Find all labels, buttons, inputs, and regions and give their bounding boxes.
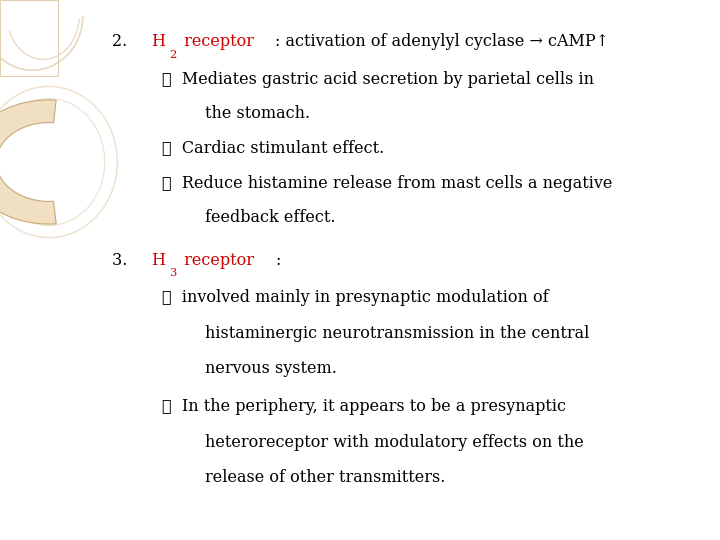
Text: ①  involved mainly in presynaptic modulation of: ① involved mainly in presynaptic modulat… xyxy=(162,289,549,306)
Text: histaminergic neurotransmission in the central: histaminergic neurotransmission in the c… xyxy=(205,325,590,341)
Text: heteroreceptor with modulatory effects on the: heteroreceptor with modulatory effects o… xyxy=(205,434,584,450)
Text: 3: 3 xyxy=(169,268,176,279)
Text: feedback effect.: feedback effect. xyxy=(205,210,336,226)
Text: ③  Reduce histamine release from mast cells a negative: ③ Reduce histamine release from mast cel… xyxy=(162,175,613,192)
Text: receptor: receptor xyxy=(179,33,253,50)
Text: H: H xyxy=(151,33,165,50)
Text: :: : xyxy=(276,252,281,268)
Wedge shape xyxy=(0,100,56,224)
Text: ②  Cardiac stimulant effect.: ② Cardiac stimulant effect. xyxy=(162,139,384,156)
Text: nervous system.: nervous system. xyxy=(205,360,337,376)
Text: 2.: 2. xyxy=(112,33,143,50)
Text: receptor: receptor xyxy=(179,252,253,268)
Text: ①  Mediates gastric acid secretion by parietal cells in: ① Mediates gastric acid secretion by par… xyxy=(162,71,594,87)
Text: ②  In the periphery, it appears to be a presynaptic: ② In the periphery, it appears to be a p… xyxy=(162,399,566,415)
Text: 2: 2 xyxy=(169,50,176,60)
Text: H: H xyxy=(151,252,166,268)
Text: the stomach.: the stomach. xyxy=(205,105,310,122)
Text: 3.: 3. xyxy=(112,252,143,268)
Text: : activation of adenylyl cyclase → cAMP↑: : activation of adenylyl cyclase → cAMP↑ xyxy=(275,33,609,50)
Text: release of other transmitters.: release of other transmitters. xyxy=(205,469,446,485)
